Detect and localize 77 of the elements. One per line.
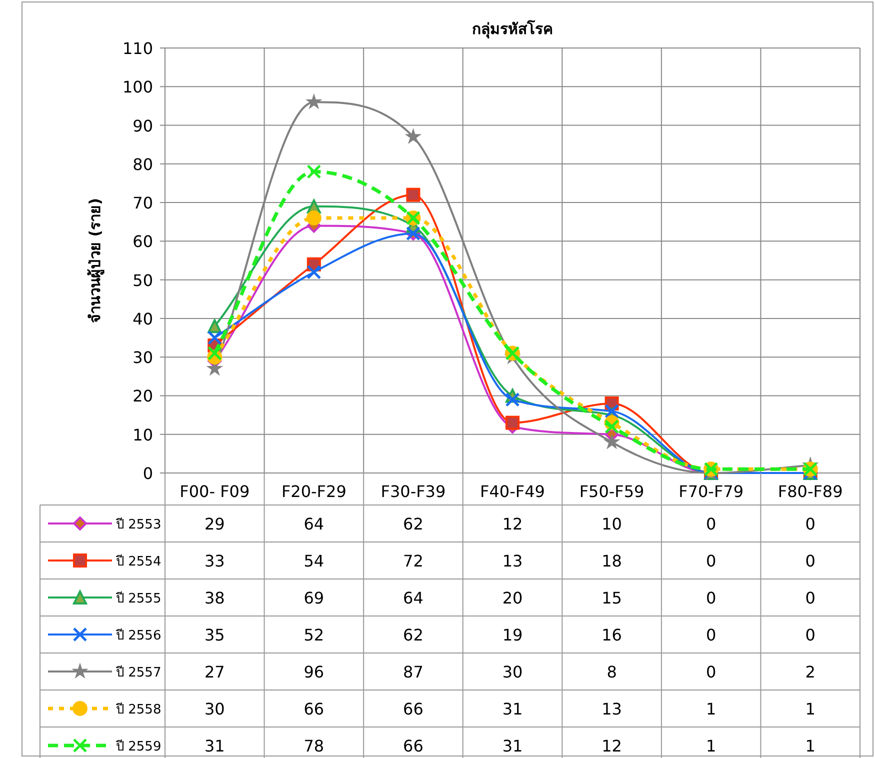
data-label: 62 (403, 514, 424, 534)
legend-label: ปี 2553 (115, 516, 162, 532)
data-label: 13 (502, 552, 523, 570)
data-label: 1 (706, 736, 716, 756)
x-tick-label: F50-F59 (579, 482, 644, 501)
y-tick-label: 90 (132, 116, 153, 136)
data-label: 0 (805, 626, 816, 644)
legend-label: ปี 2554 (115, 554, 162, 570)
data-label: 69 (304, 588, 324, 608)
data-label: 16 (602, 626, 622, 644)
data-label: 87 (403, 662, 424, 682)
y-tick-label: 60 (132, 232, 153, 252)
data-label: 12 (502, 514, 523, 534)
x-tick-label: F30-F39 (380, 482, 446, 501)
data-label: 2 (805, 662, 816, 682)
data-label: 66 (403, 736, 424, 756)
data-label: 0 (706, 662, 716, 682)
legend-label: ปี 2559 (115, 738, 162, 754)
data-label: 15 (602, 588, 622, 608)
x-tick-label: F00- F09 (180, 482, 250, 501)
data-label: 12 (602, 736, 622, 756)
y-tick-label: 10 (132, 425, 153, 444)
data-label: 0 (706, 514, 716, 534)
data-label: 64 (304, 514, 324, 534)
y-tick-label: 110 (122, 39, 153, 58)
data-label: 66 (403, 700, 424, 718)
data-label: 20 (502, 588, 523, 608)
legend-label: ปี 2558 (115, 702, 162, 718)
y-tick-label: 0 (142, 464, 153, 483)
data-label: 19 (502, 626, 523, 644)
data-label: 30 (204, 700, 225, 718)
data-label: 62 (403, 626, 424, 644)
data-label: 96 (304, 662, 324, 682)
data-label: 29 (204, 514, 225, 534)
y-tick-label: 100 (122, 78, 153, 97)
data-label: 33 (204, 552, 225, 570)
data-label: 0 (805, 514, 816, 534)
data-label: 0 (805, 588, 816, 608)
data-label: 0 (706, 552, 716, 570)
y-tick-label: 80 (132, 154, 153, 174)
data-label: 31 (204, 736, 225, 756)
data-label: 13 (602, 700, 622, 718)
data-label: 8 (606, 662, 617, 682)
data-label: 1 (805, 700, 816, 718)
data-label: 31 (502, 736, 523, 756)
y-tick-label: 50 (132, 270, 153, 290)
x-tick-label: F40-F49 (480, 482, 545, 501)
data-label: 0 (706, 588, 716, 608)
data-label: 38 (204, 588, 225, 608)
data-label: 72 (403, 552, 424, 570)
data-label: 1 (805, 736, 816, 756)
data-label: 18 (602, 552, 622, 570)
y-tick-label: 30 (132, 348, 153, 368)
y-tick-label: 70 (132, 194, 153, 213)
data-label: 64 (403, 588, 424, 608)
chart-title: กลุ่มรหัสโรค (472, 19, 553, 39)
y-tick-label: 20 (132, 386, 153, 406)
x-tick-label: F80-F89 (778, 482, 843, 501)
data-label: 30 (502, 662, 523, 682)
legend-label: ปี 2555 (115, 590, 162, 606)
data-label: 52 (304, 626, 324, 644)
data-label: 78 (304, 736, 324, 756)
x-tick-label: F70-F79 (678, 482, 744, 501)
data-label: 0 (706, 626, 716, 644)
data-label: 66 (304, 700, 324, 718)
legend-label: ปี 2557 (115, 664, 162, 680)
data-label: 1 (706, 700, 716, 718)
data-label: 27 (204, 662, 225, 682)
y-axis-title: จำนวนผู้ป่วย (ราย) (86, 198, 105, 323)
data-label: 0 (805, 552, 816, 570)
x-tick-label: F20-F29 (281, 482, 346, 501)
legend-label: ปี 2556 (115, 628, 162, 644)
data-label: 31 (502, 700, 523, 718)
data-label: 54 (304, 552, 324, 570)
data-label: 10 (602, 514, 622, 534)
y-tick-label: 40 (132, 309, 153, 328)
data-label: 35 (204, 626, 225, 644)
